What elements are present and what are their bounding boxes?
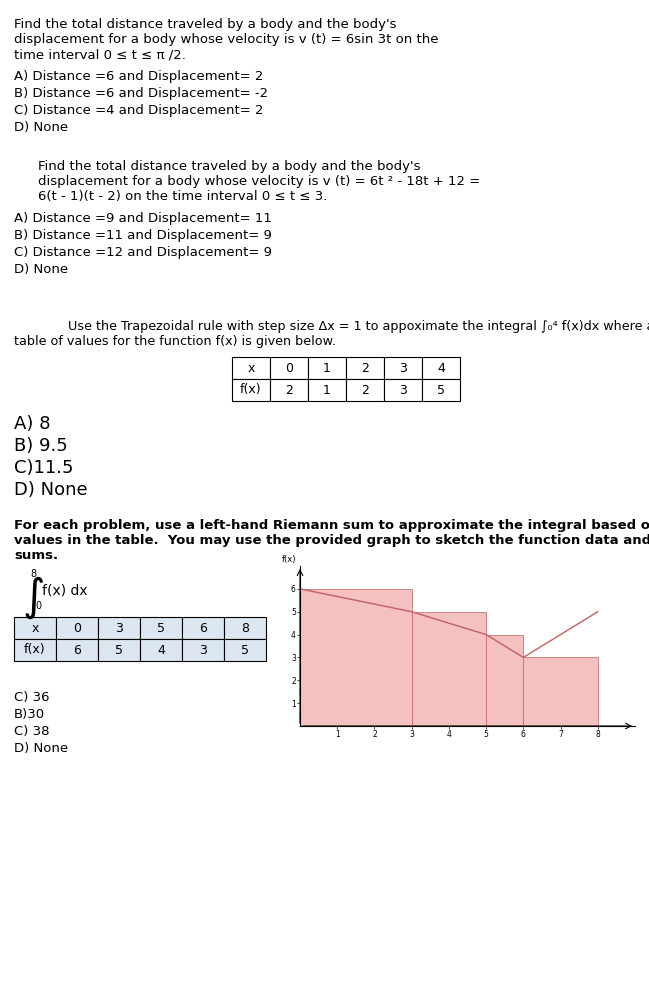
Bar — [56, 639, 98, 661]
Text: D) None: D) None — [14, 263, 68, 276]
Text: 2: 2 — [361, 384, 369, 396]
Text: sums.: sums. — [14, 549, 58, 562]
Text: x: x — [31, 621, 39, 635]
Text: B) Distance =11 and Displacement= 9: B) Distance =11 and Displacement= 9 — [14, 229, 272, 242]
Bar — [98, 639, 140, 661]
Text: values in the table.  You may use the provided graph to sketch the function data: values in the table. You may use the pro… — [14, 534, 649, 547]
Text: 3: 3 — [199, 644, 207, 657]
Text: D) None: D) None — [14, 742, 68, 755]
Text: displacement for a body whose velocity is v (t) = 6sin 3t on the: displacement for a body whose velocity i… — [14, 33, 439, 46]
Text: 1: 1 — [323, 362, 331, 375]
Bar — [14, 617, 56, 639]
Text: Find the total distance traveled by a body and the body's: Find the total distance traveled by a bo… — [14, 18, 397, 31]
Text: C)11.5: C)11.5 — [14, 459, 73, 477]
Bar — [346, 357, 384, 379]
Bar — [523, 658, 598, 726]
Text: 0: 0 — [285, 362, 293, 375]
Bar — [270, 357, 308, 379]
Bar — [384, 379, 422, 401]
Bar — [140, 639, 182, 661]
Text: 2: 2 — [285, 384, 293, 396]
Text: 2: 2 — [361, 362, 369, 375]
Text: B)30: B)30 — [14, 708, 45, 721]
Text: f(x): f(x) — [240, 384, 262, 396]
Text: 3: 3 — [399, 362, 407, 375]
Text: x: x — [247, 362, 254, 375]
Bar — [486, 635, 523, 726]
Text: C) Distance =12 and Displacement= 9: C) Distance =12 and Displacement= 9 — [14, 246, 272, 259]
Bar — [182, 617, 224, 639]
Text: 3: 3 — [399, 384, 407, 396]
Text: displacement for a body whose velocity is v (t) = 6t ² - 18t + 12 =: displacement for a body whose velocity i… — [38, 175, 480, 188]
Text: 6(t - 1)(t - 2) on the time interval 0 ≤ t ≤ 3.: 6(t - 1)(t - 2) on the time interval 0 ≤… — [38, 190, 327, 203]
Bar — [346, 379, 384, 401]
Text: 5: 5 — [241, 644, 249, 657]
Text: f(x): f(x) — [282, 555, 296, 564]
Text: A) Distance =6 and Displacement= 2: A) Distance =6 and Displacement= 2 — [14, 70, 263, 83]
Bar — [56, 617, 98, 639]
Text: 6: 6 — [73, 644, 81, 657]
Bar — [98, 617, 140, 639]
Bar — [224, 617, 266, 639]
Text: C) 38: C) 38 — [14, 725, 49, 738]
Text: time interval 0 ≤ t ≤ π /2.: time interval 0 ≤ t ≤ π /2. — [14, 48, 186, 61]
Bar — [232, 357, 270, 379]
Text: B) 9.5: B) 9.5 — [14, 437, 67, 455]
Bar — [140, 617, 182, 639]
Text: Use the Trapezoidal rule with step size Δx = 1 to appoximate the integral ∫₀⁴ f(: Use the Trapezoidal rule with step size … — [68, 320, 649, 333]
Text: 5: 5 — [115, 644, 123, 657]
Bar — [422, 379, 460, 401]
Bar — [270, 379, 308, 401]
Text: 6: 6 — [199, 621, 207, 635]
Text: For each problem, use a left-hand Riemann sum to approximate the integral based : For each problem, use a left-hand Rieman… — [14, 519, 649, 532]
Text: C) Distance =4 and Displacement= 2: C) Distance =4 and Displacement= 2 — [14, 104, 263, 117]
Bar — [182, 639, 224, 661]
Text: D) None: D) None — [14, 481, 88, 499]
Text: 0: 0 — [73, 621, 81, 635]
Text: f(x): f(x) — [24, 644, 46, 657]
Text: C) 36: C) 36 — [14, 691, 49, 704]
Bar — [411, 611, 486, 726]
Text: $\int$: $\int$ — [22, 575, 44, 621]
Bar — [224, 639, 266, 661]
Bar — [308, 357, 346, 379]
Bar — [232, 379, 270, 401]
Text: A) Distance =9 and Displacement= 11: A) Distance =9 and Displacement= 11 — [14, 212, 272, 225]
Bar — [422, 357, 460, 379]
Text: table of values for the function f(x) is given below.: table of values for the function f(x) is… — [14, 335, 336, 348]
Text: Find the total distance traveled by a body and the body's: Find the total distance traveled by a bo… — [38, 160, 421, 173]
Text: 1: 1 — [323, 384, 331, 396]
Text: B) Distance =6 and Displacement= -2: B) Distance =6 and Displacement= -2 — [14, 87, 268, 100]
Text: A) 8: A) 8 — [14, 415, 51, 433]
Text: 8: 8 — [30, 569, 36, 579]
Bar — [384, 357, 422, 379]
Bar — [14, 639, 56, 661]
Text: 3: 3 — [115, 621, 123, 635]
Text: 5: 5 — [157, 621, 165, 635]
Bar — [308, 379, 346, 401]
Bar — [300, 589, 411, 726]
Text: D) None: D) None — [14, 121, 68, 134]
Text: 0: 0 — [35, 601, 41, 611]
Text: 4: 4 — [157, 644, 165, 657]
Text: 5: 5 — [437, 384, 445, 396]
Text: f(x) dx: f(x) dx — [42, 583, 88, 597]
Text: 8: 8 — [241, 621, 249, 635]
Text: 4: 4 — [437, 362, 445, 375]
